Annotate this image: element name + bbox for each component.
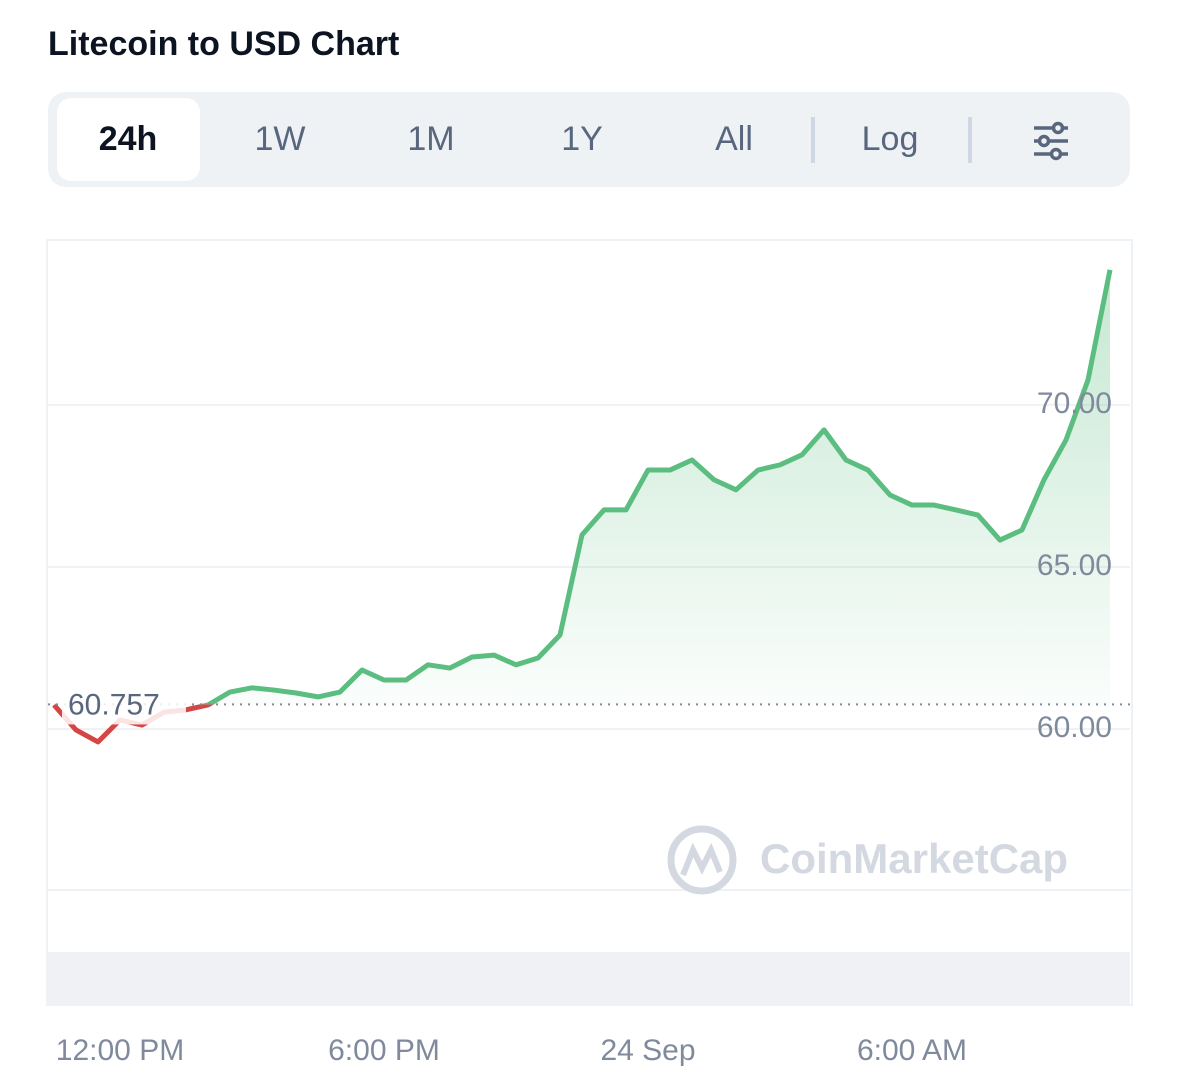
price-line	[54, 269, 1113, 705]
y-tick-label: 60.00	[1037, 711, 1112, 744]
watermark-text: CoinMarketCap	[760, 835, 1068, 882]
tab[interactable]: 1W	[255, 120, 306, 158]
active-tab-bg	[57, 98, 200, 181]
tab-bar	[48, 92, 1130, 187]
y-tick-label: 70.00	[1037, 387, 1112, 420]
log-button[interactable]: Log	[862, 120, 919, 158]
watermark: CoinMarketCap	[667, 825, 1068, 895]
reference-label-bg	[62, 684, 186, 725]
x-tick-label: 12:00 PM	[56, 1034, 184, 1067]
x-tick-label: 24 Sep	[600, 1034, 695, 1067]
tab[interactable]: 1M	[407, 120, 454, 158]
y-tick-label: 65.00	[1037, 549, 1112, 582]
x-tick-label: 6:00 AM	[857, 1034, 967, 1067]
x-tick-label: 6:00 PM	[328, 1034, 440, 1067]
reference-label: 60.757	[68, 688, 160, 721]
volume-area	[48, 952, 1130, 1005]
area	[54, 269, 1110, 705]
tab[interactable]: All	[715, 120, 753, 158]
settings-icon[interactable]	[1034, 121, 1068, 161]
tab[interactable]: 1Y	[561, 120, 603, 158]
tab[interactable]: 24h	[99, 120, 158, 158]
title: Litecoin to USD Chart	[48, 25, 399, 63]
